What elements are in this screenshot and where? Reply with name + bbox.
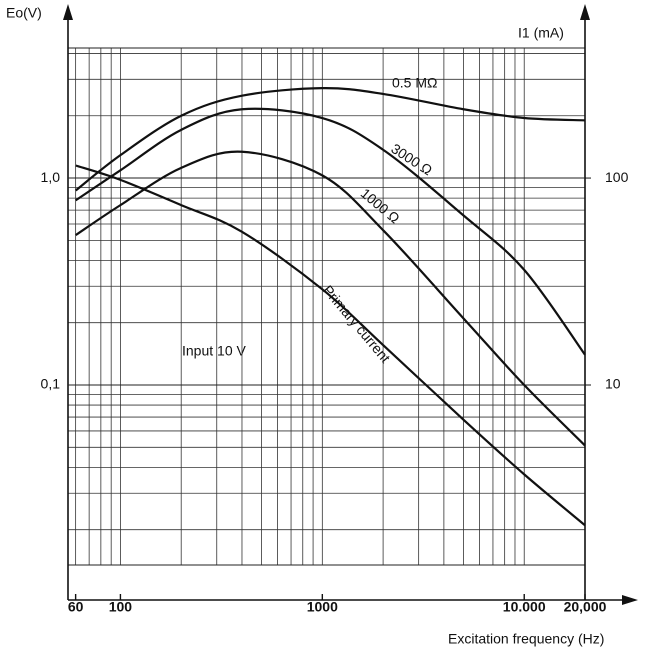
y2-arrow [580,4,590,20]
x-axis-label: Excitation frequency (Hz) [448,631,604,647]
annotation: Input 10 V [182,343,246,359]
y2-tick-label: 10 [605,376,621,392]
y2-tick-label: 100 [605,169,629,185]
x-tick-label: 20,000 [564,599,607,615]
curve [75,107,586,356]
x-tick-label: 10.000 [503,599,546,615]
y-axis-label: Eo(V) [6,5,42,21]
x-tick-label: 1000 [307,599,338,615]
y-tick-label: 0,1 [41,376,61,392]
x-tick-label: 100 [109,599,133,615]
curve [75,164,586,527]
x-tick-label: 60 [68,599,84,615]
y-arrow [63,4,73,20]
curve-label: 0.5 MΩ [392,75,437,91]
y2-axis-label: I1 (mA) [518,25,564,41]
curve [75,150,586,447]
curve-label: 1000 Ω [358,185,403,227]
curve-label: Primary current [320,282,394,366]
x-arrow [622,595,638,605]
curve [74,87,586,192]
y-tick-label: 1,0 [41,169,61,185]
